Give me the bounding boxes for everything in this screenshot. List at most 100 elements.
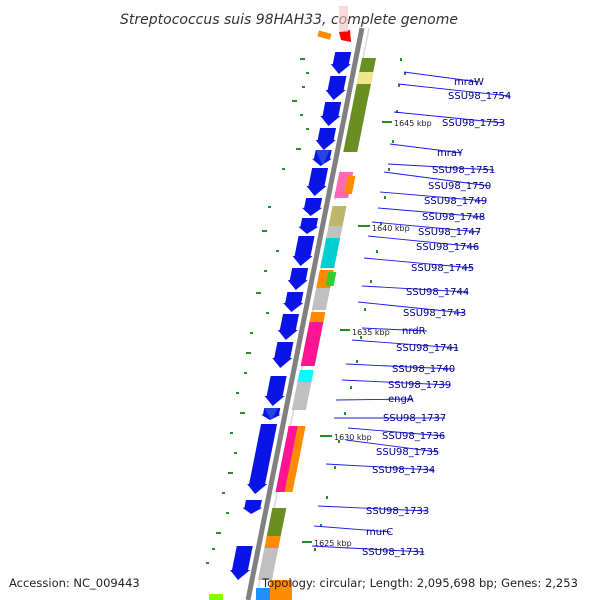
cds-arrow bbox=[264, 408, 279, 420]
gc-dot bbox=[240, 412, 245, 414]
gene-label: SSU98_1735 bbox=[376, 447, 439, 458]
gc-dot bbox=[236, 392, 239, 394]
leader-line bbox=[347, 427, 445, 437]
accession-label: Accession: NC_009443 bbox=[9, 576, 140, 590]
gc-dot bbox=[216, 532, 221, 534]
gc-dot bbox=[226, 512, 229, 514]
feature-block bbox=[320, 238, 341, 268]
feature-block bbox=[291, 382, 312, 410]
cds-arrow bbox=[277, 314, 299, 340]
gc-dot bbox=[256, 292, 261, 294]
gc-dot bbox=[392, 140, 394, 143]
kbp-markers: 1645 kbp 1640 kbp 1635 kbp 1630 kbp 1625 kbp bbox=[302, 119, 432, 548]
gc-dot bbox=[350, 386, 352, 389]
gene-labels: mraW SSU98_1754 SSU98_1753 mraY SSU98_1751 SS… bbox=[362, 77, 511, 558]
cds-arrow bbox=[330, 52, 352, 74]
gc-dot bbox=[306, 128, 309, 130]
leader-line bbox=[345, 363, 455, 370]
cds-arrow bbox=[229, 546, 253, 580]
leader-line bbox=[379, 191, 487, 202]
kbp-label: 1635 kbp bbox=[352, 328, 390, 337]
gene-label: SSU98_1747 bbox=[418, 227, 481, 238]
feature-track bbox=[257, 58, 377, 580]
gc-dot bbox=[360, 336, 362, 339]
leader-line bbox=[361, 285, 469, 293]
leader-line bbox=[335, 398, 413, 401]
cds-arrow bbox=[320, 102, 342, 126]
gene-label: SSU98_1734 bbox=[372, 465, 435, 476]
gc-dot bbox=[404, 72, 406, 75]
cds-arrow bbox=[242, 500, 263, 514]
gene-label: murC bbox=[366, 527, 393, 538]
gene-label: SSU98_1739 bbox=[388, 380, 451, 391]
cds-arrow bbox=[325, 76, 347, 100]
feature-block bbox=[343, 84, 371, 152]
feature-block bbox=[297, 370, 314, 382]
gene-label: mraY bbox=[437, 148, 464, 159]
gc-dot bbox=[244, 372, 247, 374]
gene-label: SSU98_1736 bbox=[382, 431, 445, 442]
cds-arrow bbox=[302, 198, 323, 216]
leader-line bbox=[311, 545, 425, 553]
gene-label: SSU98_1751 bbox=[432, 165, 495, 176]
gc-dot bbox=[228, 472, 233, 474]
top-features bbox=[317, 6, 351, 42]
gene-label: SSU98_1743 bbox=[403, 308, 466, 319]
gc-dot bbox=[302, 86, 305, 88]
gc-dot bbox=[338, 440, 340, 443]
gc-dot bbox=[262, 230, 267, 232]
feature-block bbox=[311, 288, 331, 310]
gc-dot bbox=[230, 432, 233, 434]
gene-label: SSU98_1754 bbox=[448, 91, 511, 102]
gene-label: SSU98_1748 bbox=[422, 212, 485, 223]
cds-arrow bbox=[272, 342, 294, 368]
kbp-label: 1645 kbp bbox=[394, 119, 432, 128]
cds-arrow bbox=[264, 376, 287, 406]
gc-dot bbox=[320, 524, 322, 527]
gc-dot bbox=[246, 352, 251, 354]
gc-dot bbox=[264, 270, 267, 272]
feature-block bbox=[309, 312, 326, 322]
leader-line bbox=[345, 439, 439, 453]
gene-label: SSU98_1744 bbox=[406, 287, 469, 298]
gc-dot bbox=[364, 308, 366, 311]
gc-dot bbox=[326, 496, 328, 499]
leader-line bbox=[357, 301, 466, 314]
feature-block bbox=[328, 206, 347, 226]
kbp-label: 1640 kbp bbox=[372, 224, 410, 233]
gene-label: SSU98_1745 bbox=[411, 263, 474, 274]
map-title: Streptococcus suis 98HAH33, complete gen… bbox=[120, 12, 458, 28]
feature-block bbox=[325, 272, 337, 286]
gc-dot bbox=[250, 332, 253, 334]
gene-label: SSU98_1737 bbox=[383, 413, 446, 424]
gc-dot bbox=[334, 466, 336, 469]
leader-line bbox=[371, 221, 481, 233]
leader-line bbox=[317, 505, 429, 512]
leader-lines bbox=[311, 71, 511, 553]
gc-dot bbox=[344, 412, 346, 415]
leader-line bbox=[341, 379, 451, 386]
gc-dot bbox=[376, 250, 378, 253]
bottom-features bbox=[209, 580, 292, 600]
gene-label: mraW bbox=[454, 77, 484, 88]
gc-dot bbox=[384, 196, 386, 199]
feature-block bbox=[356, 72, 374, 84]
cds-arrow bbox=[292, 236, 315, 266]
cds-arrow bbox=[315, 150, 330, 166]
cds-arrow bbox=[298, 218, 319, 234]
gc-dot bbox=[396, 110, 398, 113]
gc-content-track bbox=[206, 58, 406, 564]
gc-dot bbox=[306, 72, 309, 74]
gc-dot bbox=[266, 312, 269, 314]
gene-label: SSU98_1741 bbox=[396, 343, 459, 354]
feature-block bbox=[257, 548, 279, 580]
gc-dot bbox=[292, 100, 297, 102]
feature-block bbox=[332, 200, 348, 206]
leader-line bbox=[313, 525, 391, 533]
gc-dot bbox=[380, 222, 382, 225]
leader-line bbox=[363, 257, 474, 269]
leader-line bbox=[393, 111, 505, 124]
leader-line bbox=[367, 235, 479, 248]
feature-block bbox=[266, 508, 287, 536]
cds-arrow bbox=[283, 292, 304, 312]
